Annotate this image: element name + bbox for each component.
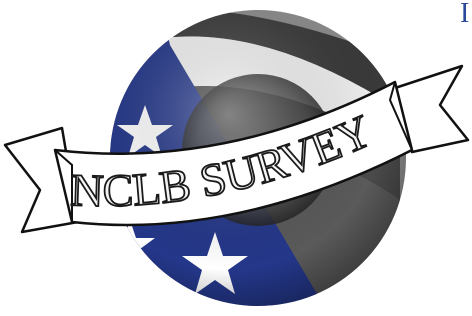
page: I NCLB SURVEY (() => { const data = JSON… — [0, 0, 472, 316]
logo: I NCLB SURVEY — [0, 0, 472, 316]
corner-text: I — [460, 0, 469, 29]
